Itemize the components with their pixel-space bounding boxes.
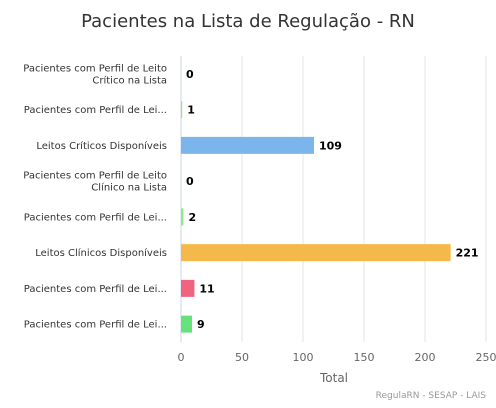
data-label: 109 bbox=[319, 139, 342, 152]
x-tick-label: 0 bbox=[178, 351, 185, 364]
category-label-line: Pacientes com Perfil de Lei... bbox=[24, 320, 167, 331]
category-label: Pacientes com Perfil de Leito Clínico na … bbox=[23, 171, 167, 194]
data-label: 221 bbox=[456, 247, 479, 260]
data-label: 2 bbox=[188, 211, 196, 224]
category-label-line: Pacientes com Perfil de Lei... bbox=[24, 105, 167, 116]
data-label: 9 bbox=[197, 318, 205, 331]
gridlines bbox=[180, 56, 487, 342]
data-label: 1 bbox=[187, 104, 195, 117]
x-tick-label: 200 bbox=[415, 351, 436, 364]
category-label-line: Leitos Críticos Disponíveis bbox=[36, 140, 167, 152]
chart-title: Pacientes na Lista de Regulação - RN bbox=[81, 11, 415, 32]
x-tick-label: 50 bbox=[235, 351, 249, 364]
x-tick-label: 250 bbox=[476, 351, 496, 364]
x-tick-label: 100 bbox=[293, 351, 314, 364]
category-label-line: Clínico na Lista bbox=[91, 182, 167, 194]
category-label: Pacientes com Perfil de Lei... bbox=[24, 105, 167, 116]
data-label: 0 bbox=[186, 175, 194, 188]
category-labels: Pacientes com Perfil de Leito Crítico na … bbox=[23, 63, 167, 330]
category-label: Pacientes com Perfil de Lei... bbox=[24, 320, 167, 331]
category-label: Leitos Críticos Disponíveis bbox=[36, 140, 167, 152]
category-label-line: Leitos Clínicos Disponíveis bbox=[35, 247, 167, 259]
bar[interactable] bbox=[181, 136, 314, 154]
bar[interactable] bbox=[181, 244, 451, 262]
category-label: Pacientes com Perfil de Lei... bbox=[24, 212, 167, 223]
x-axis-title: Total bbox=[319, 371, 348, 385]
category-label: Leitos Clínicos Disponíveis bbox=[35, 247, 167, 259]
x-tick-labels: 0 50 100 150 200 250 bbox=[178, 351, 496, 364]
credits[interactable]: RegulaRN - SESAP - LAIS bbox=[376, 391, 487, 401]
x-tick-label: 150 bbox=[354, 351, 375, 364]
data-label: 0 bbox=[186, 68, 194, 81]
category-label-line: Pacientes com Perfil de Lei... bbox=[24, 284, 167, 295]
category-label: Pacientes com Perfil de Leito Crítico na … bbox=[23, 63, 167, 86]
data-label: 11 bbox=[199, 282, 214, 295]
category-label-line: Pacientes com Perfil de Leito bbox=[23, 171, 167, 182]
category-label-line: Pacientes com Perfil de Leito bbox=[23, 63, 167, 74]
category-label-line: Pacientes com Perfil de Lei... bbox=[24, 212, 167, 223]
bar[interactable] bbox=[181, 279, 195, 297]
bar[interactable] bbox=[181, 208, 184, 226]
bar[interactable] bbox=[181, 315, 192, 333]
category-label-line: Crítico na Lista bbox=[92, 74, 167, 86]
bars bbox=[181, 101, 451, 333]
category-label: Pacientes com Perfil de Lei... bbox=[24, 284, 167, 295]
bar[interactable] bbox=[181, 101, 183, 119]
data-labels: 0 1 109 0 2 221 11 9 bbox=[186, 68, 479, 331]
